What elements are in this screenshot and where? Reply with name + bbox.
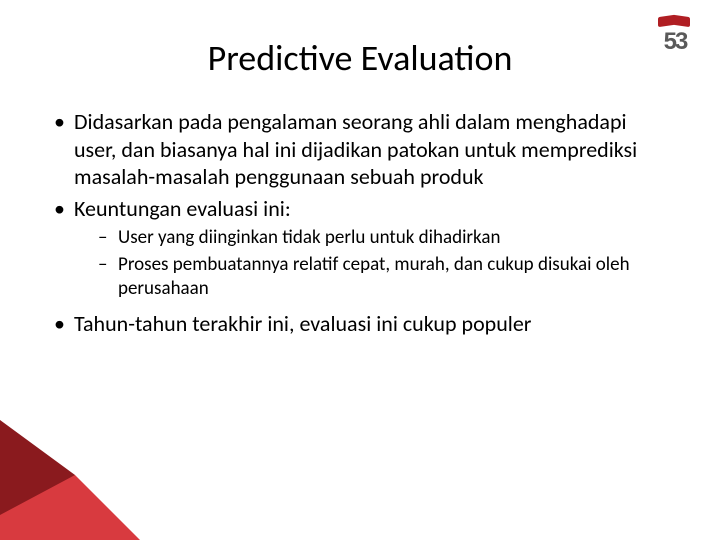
slide: 53 Predictive Evaluation Didasarkan pada…: [0, 0, 720, 540]
logo-number: 53: [652, 28, 698, 56]
bullet-text: Tahun-tahun terakhir ini, evaluasi ini c…: [74, 310, 531, 337]
bullet-item: Tahun-tahun terakhir ini, evaluasi ini c…: [50, 310, 670, 338]
bullet-item: Keuntungan evaluasi ini: User yang diing…: [50, 195, 670, 303]
bullet-list: Didasarkan pada pengalaman seorang ahli …: [50, 108, 670, 338]
logo-book-icon: [674, 15, 690, 27]
corner-decoration: [0, 420, 140, 540]
sub-bullet-text: Proses pembuatannya relatif cepat, murah…: [118, 253, 630, 301]
logo: 53: [652, 16, 698, 60]
sub-bullet-item: User yang diinginkan tidak perlu untuk d…: [74, 226, 670, 251]
slide-title: Predictive Evaluation: [50, 36, 670, 80]
bullet-item: Didasarkan pada pengalaman seorang ahli …: [50, 108, 670, 191]
sub-bullet-item: Proses pembuatannya relatif cepat, murah…: [74, 253, 670, 302]
sub-bullet-text: User yang diinginkan tidak perlu untuk d…: [118, 226, 500, 249]
sub-bullet-list: User yang diinginkan tidak perlu untuk d…: [74, 226, 670, 302]
logo-book-icon: [658, 15, 674, 27]
bullet-text: Keuntungan evaluasi ini:: [74, 195, 291, 222]
bullet-text: Didasarkan pada pengalaman seorang ahli …: [74, 108, 637, 190]
